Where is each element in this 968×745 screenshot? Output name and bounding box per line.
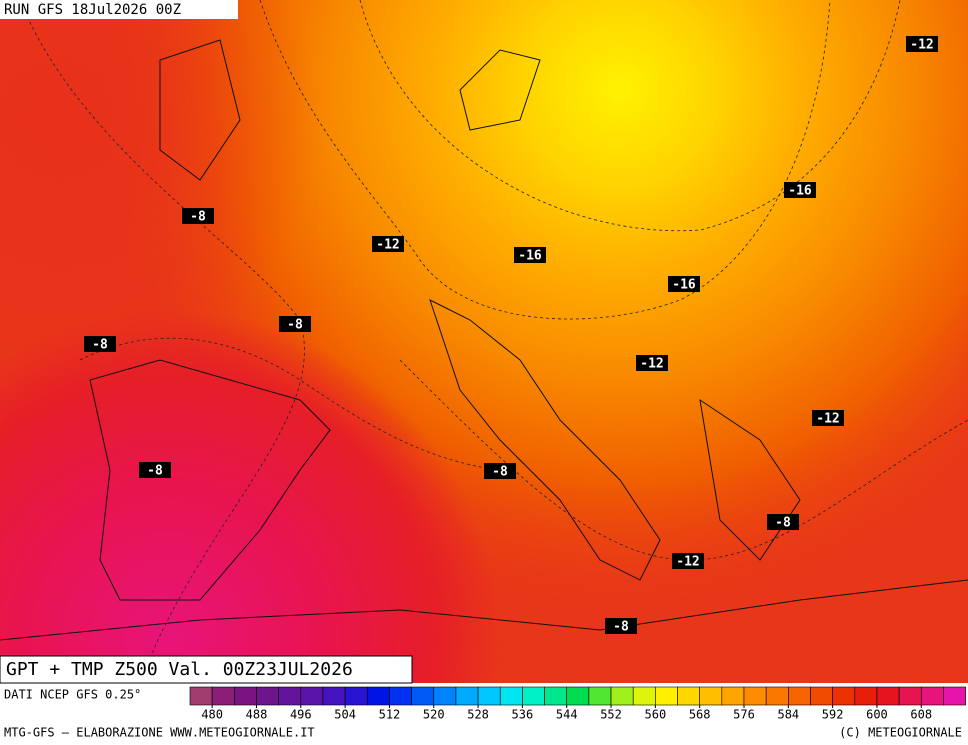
colorbar-swatch [366,686,390,706]
temp-label: -8 [287,318,303,333]
colorbar-swatch [455,686,479,706]
colorbar-tick-label: 496 [290,708,312,722]
colorbar-swatch [433,686,457,706]
colorbar-swatch [699,686,723,706]
colorbar-swatch [411,686,435,706]
colorbar-swatch [256,686,279,706]
colorbar-swatch [322,686,346,706]
temp-label-box [906,36,938,52]
temp-label-box [636,355,668,371]
colorbar-swatch [632,686,656,706]
temp-label: -16 [672,278,696,293]
map-title: GPT + TMP Z500 Val. 00Z23JUL2026 [6,659,353,680]
temp-label-box [139,462,171,478]
temp-label: -8 [190,210,206,225]
colorbar-tick-label: 520 [423,708,445,722]
map [0,0,968,684]
colorbar-swatch [477,686,501,706]
colorbar-tick-label: 512 [379,708,401,722]
temp-label: -8 [775,516,791,531]
colorbar-swatch [278,686,302,706]
colorbar-swatch [234,686,257,706]
temp-label: -16 [518,249,542,264]
temp-label: -12 [816,412,839,427]
temp-label: -12 [676,555,699,570]
temp-label-box [812,410,844,426]
colorbar-swatch [943,686,966,706]
temp-label-box [605,618,637,634]
colorbar-swatch [810,686,833,706]
temp-label-box [784,182,816,198]
colorbar-tick-label: 608 [910,708,932,722]
colorbar-swatch [522,686,545,706]
colorbar-swatch [300,686,324,706]
colorbar-swatch [610,686,634,706]
run-box [0,0,238,19]
temp-label-box [672,553,704,569]
west-field [0,0,968,683]
colorbar-swatch [920,686,944,706]
temp-label: -16 [788,184,812,199]
colorbar-swatch [677,686,700,706]
temp-label: -12 [910,38,933,53]
temp-label-box [182,208,214,224]
colorbar-swatch [854,686,878,706]
colorbar-swatch [788,686,811,706]
colorbar-tick-label: 488 [246,708,268,722]
colorbar-swatch [344,686,368,706]
colorbar-tick-label: 528 [467,708,489,722]
run-label: RUN GFS 18Jul2026 00Z [4,2,181,18]
data-source: DATI NCEP GFS 0.25° [4,688,141,702]
footer-right: (C) METEOGIORNALE [839,726,962,740]
colorbar-tick-label: 552 [600,708,622,722]
colorbar-swatch [211,686,235,706]
title-box [0,655,413,684]
colorbar-tick-label: 576 [733,708,755,722]
colorbar-tick-label: 536 [512,708,534,722]
colorbar-tick-label: 600 [866,708,888,722]
colorbar-swatch [189,686,213,706]
temp-label: -12 [376,238,399,253]
colorbar-swatch [655,686,678,706]
temp-label-box [514,247,546,263]
colorbar-swatch [832,686,856,706]
temp-label-box [279,316,311,332]
colorbar-tick-label: 568 [689,708,711,722]
temp-label: -8 [492,465,508,480]
colorbar-tick-label: 544 [556,708,578,722]
footer-left: MTG-GFS — ELABORAZIONE WWW.METEOGIORNALE… [4,726,315,740]
temp-label-box [668,276,700,292]
colorbar-tick-label: 480 [201,708,223,722]
colorbar-swatch [588,686,612,706]
colorbar-swatch [544,686,568,706]
colorbar-swatch [721,686,745,706]
temp-label-box [767,514,799,530]
temp-label-box [84,336,116,352]
temp-label-box [484,463,516,479]
colorbar-swatch [389,686,412,706]
colorbar-tick-label: 584 [777,708,799,722]
colorbar-swatch [743,686,767,706]
colorbar-swatch [898,686,922,706]
temp-label: -8 [147,464,163,479]
temp-label: -8 [613,620,629,635]
colorbar-tick-label: 560 [645,708,667,722]
coastlines [0,39,968,641]
temp-label: -8 [92,338,108,353]
colorbar-swatch [566,686,590,706]
colorbar-swatch [765,686,789,706]
temp-label-box [372,236,404,252]
colorbar-swatch [876,686,900,706]
colorbar-tick-label: 592 [822,708,844,722]
temp-label: -12 [640,357,663,372]
colorbar-tick-label: 504 [334,708,356,722]
colorbar-swatch [499,686,523,706]
